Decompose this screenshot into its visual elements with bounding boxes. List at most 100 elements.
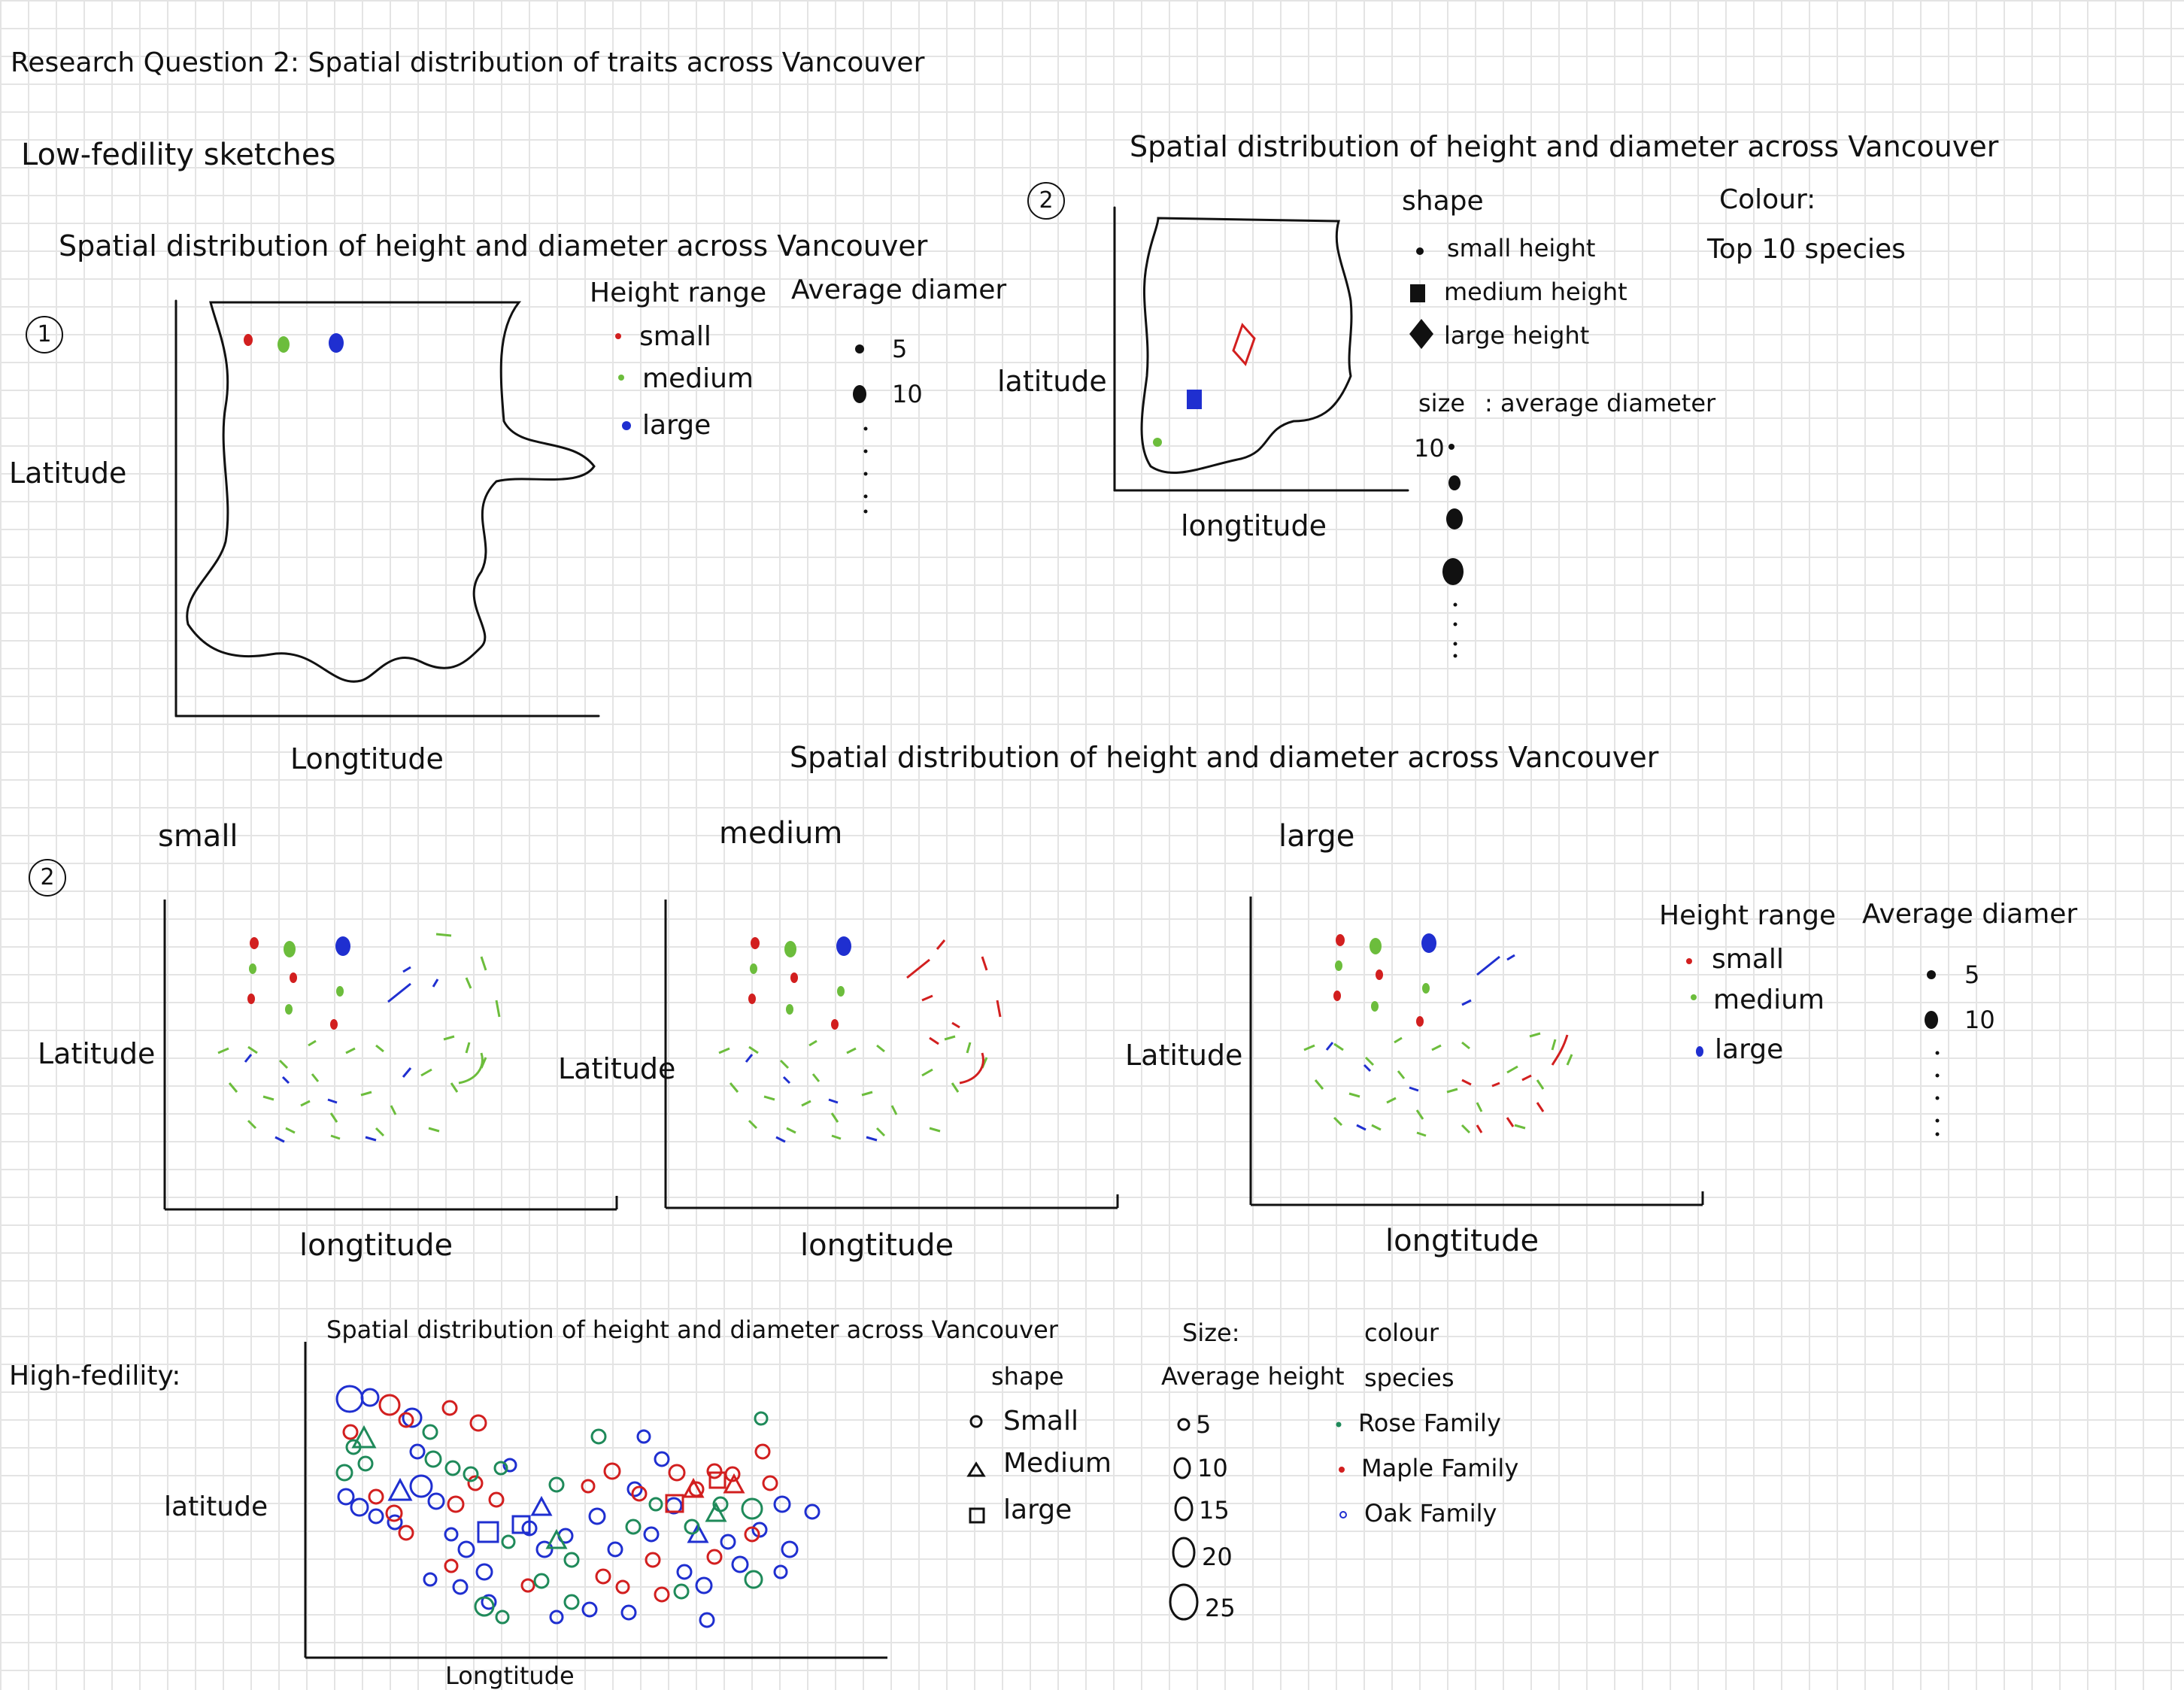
sketch1-legend-height-medium: medium [642, 363, 754, 394]
high-size-subtitle: Average height [1161, 1362, 1345, 1391]
sketch2-colour-title: Colour: [1719, 184, 1816, 215]
low-fidelity-label: Low-fedility sketches [21, 138, 336, 172]
high-size-25-label: 25 [1205, 1594, 1236, 1622]
sketch1-legend-diam-10 [853, 385, 866, 403]
sketch1-number: 1 [26, 316, 63, 353]
high-colour-marker-maple [1339, 1467, 1345, 1473]
sketch2-size-start: 10 [1414, 434, 1445, 463]
sketch2-number: 2 [1027, 182, 1065, 220]
sketch3-panel-large-x-label: longtitude [1385, 1224, 1539, 1258]
sketch1-legend-diam-5 [855, 344, 864, 353]
sketch2-square-medium [1187, 390, 1202, 409]
sketch3-panel-small-y-label: Latitude [38, 1037, 156, 1070]
high-title: Spatial distribution of height and diame… [326, 1315, 1058, 1344]
sketch2-size-4 [1442, 558, 1464, 585]
high-size-10-label: 10 [1197, 1454, 1228, 1482]
sketch3-title: Spatial distribution of height and diame… [790, 741, 1659, 774]
sketch2-title: Spatial distribution of height and diame… [1130, 130, 1999, 163]
sketch3-panel-large [1249, 897, 1704, 1206]
sketch1-legend-diam-10-label: 10 [892, 380, 923, 408]
sketch1-title: Spatial distribution of height and diame… [59, 229, 928, 262]
high-size-title: Size: [1182, 1318, 1240, 1347]
sketch3-legend-height-small: small [1712, 944, 1784, 975]
high-colour-subtitle: species [1364, 1364, 1454, 1392]
high-fidelity-label: High-fedility: [9, 1361, 181, 1391]
sketch3-legend-diam-5-label: 5 [1964, 960, 1980, 989]
high-colour-marker-oak [1339, 1511, 1347, 1519]
sketch2-dot-small [1153, 438, 1162, 447]
high-shape-legend [966, 1415, 986, 1524]
sketch1-legend-diam-5-label: 5 [892, 335, 908, 363]
sketch2-y-label: latitude [997, 365, 1107, 398]
sketch3-legend-diam-10-label: 10 [1964, 1006, 1995, 1034]
high-colour-maple-label: Maple Family [1361, 1454, 1519, 1482]
sketch3-legend-marker-small [1686, 958, 1692, 964]
sketch3-panel-large-title: large [1279, 819, 1355, 854]
sketch3-legend-marker-large [1696, 1046, 1703, 1057]
sketch3-panel-large-y-label: Latitude [1125, 1039, 1243, 1072]
sketch2-map-outline [1140, 217, 1353, 475]
high-scatter-points [335, 1385, 821, 1628]
sketch3-legend-diam-10 [1925, 1011, 1938, 1029]
sketch1-map-outline [186, 301, 596, 683]
sketch2-size-title: size [1418, 389, 1466, 417]
sketch2-diamond-large [1232, 323, 1256, 366]
high-shape-medium-label: Medium [1003, 1448, 1112, 1479]
sketch1-legend-height-title: Height range [590, 278, 767, 308]
sketch1-dot-medium [278, 336, 290, 353]
sketch2-shape-small-label: small height [1447, 234, 1596, 262]
sketch3-legend-height-medium: medium [1713, 985, 1825, 1015]
sketch3-number: 2 [29, 859, 66, 897]
sketch2-size-10 [1448, 444, 1454, 450]
sketch3-panel-medium-x-label: longtitude [800, 1228, 954, 1263]
sketch3-panel-small-x-label: longtitude [299, 1228, 453, 1263]
sketch2-legend-shape-small [1416, 247, 1424, 255]
high-colour-rose-label: Rose Family [1358, 1409, 1501, 1437]
sketch2-legend-shape-large [1409, 319, 1433, 349]
sketch2-shape-title: shape [1402, 186, 1484, 217]
sketch2-size-value: : average diameter [1485, 389, 1716, 417]
high-shape-large-label: large [1003, 1494, 1072, 1525]
high-colour-marker-rose [1336, 1421, 1342, 1428]
sketch1-legend-marker-small [615, 333, 621, 339]
sketch2-shape-large-label: large height [1444, 321, 1590, 350]
sketch1-legend-marker-large [622, 421, 631, 430]
high-shape-small-label: Small [1003, 1406, 1078, 1437]
sketch1-dot-large [329, 333, 344, 353]
sketch1-legend-diam-continuation [863, 426, 868, 514]
sketch3-panel-medium-title: medium [719, 816, 843, 851]
sketch2-x-label: longtitude [1181, 509, 1327, 542]
sketch1-legend-diam-title: Average diamer [791, 275, 1007, 305]
sketch3-panel-medium [664, 900, 1119, 1209]
high-size-15-label: 15 [1199, 1496, 1230, 1525]
sketch3-legend-height-title: Height range [1659, 900, 1837, 931]
sketch2-size-2 [1448, 475, 1461, 490]
high-size-legend [1169, 1418, 1199, 1621]
high-size-20-label: 20 [1202, 1543, 1233, 1571]
high-size-5-label: 5 [1196, 1410, 1212, 1439]
sketch1-dot-small [244, 334, 253, 346]
sketch3-panel-medium-y-label: Latitude [558, 1052, 676, 1085]
high-colour-oak-label: Oak Family [1364, 1499, 1497, 1528]
high-y-label: latitude [164, 1491, 268, 1522]
sketch3-legend-diam-title: Average diamer [1862, 899, 2078, 930]
sketch2-size-3 [1446, 508, 1463, 529]
sketch1-legend-marker-medium [618, 375, 624, 381]
sketch3-legend-diam-continuation [1935, 1051, 1940, 1136]
page-title: Research Question 2: Spatial distributio… [11, 47, 925, 78]
high-shape-title: shape [991, 1362, 1064, 1391]
sketch3-panel-small-title: small [158, 819, 238, 854]
high-x-label: Longtitude [445, 1661, 575, 1690]
sketch2-shape-medium-label: medium height [1444, 278, 1627, 306]
sketch3-legend-marker-medium [1691, 994, 1697, 1000]
sketch2-size-continuation [1453, 602, 1458, 658]
sketch1-y-label: Latitude [9, 457, 127, 490]
sketch1-legend-height-large: large [642, 410, 711, 441]
sketch3-legend-height-large: large [1715, 1034, 1784, 1065]
sketch3-legend-diam-5 [1927, 970, 1936, 979]
sketch3-panel-small [163, 900, 618, 1211]
sketch2-legend-shape-medium [1410, 284, 1425, 302]
sketch1-x-label: Longtitude [290, 742, 444, 775]
high-colour-title: colour [1364, 1318, 1439, 1347]
sketch2-colour-value: Top 10 species [1707, 234, 1906, 265]
